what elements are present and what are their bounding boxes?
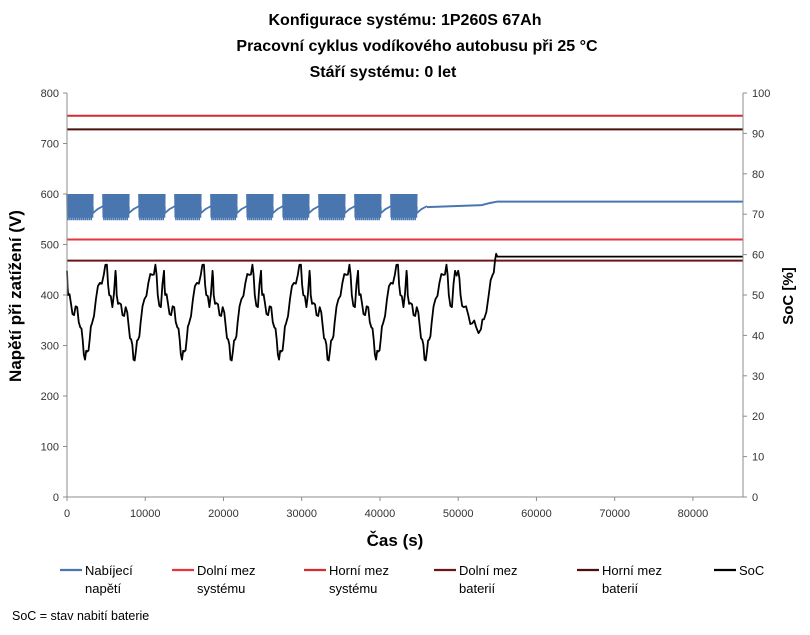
y-tick-label: 500 [41,240,59,252]
y2-tick-label: 30 [752,371,764,383]
title-line-1: Konfigurace systému: 1P260S 67Ah [269,12,542,29]
footnote: SoC = stav nabití baterie [12,609,149,623]
legend-label-line-1: Horní mez [602,563,662,578]
legend-label-line-1: Dolní mez [197,563,256,578]
y-axis-label: Napětí při zatížení (V) [6,210,25,382]
x-tick-label: 40000 [365,508,396,520]
legend-label-line-2: systému [329,581,377,596]
x-axis-label: Čas (s) [367,531,424,550]
y2-axis-label: SoC [%] [780,267,797,325]
legend-label-line-1: SoC [739,563,764,578]
voltage-rest [271,205,284,216]
legend-item: SoC [714,563,764,578]
legend: Nabíjecí napětí Dolní mez systému Horní mez s… [60,563,764,596]
legend-label-line-1: Horní mez [329,563,389,578]
voltage-band [246,193,274,221]
voltage-rest [343,205,356,216]
legend-item: Dolní mez systému [172,563,256,596]
voltage-band [174,193,202,221]
axes: 0100200300400500600700800010203040506070… [41,88,771,520]
y-tick-label: 800 [41,88,59,100]
legend-item: Horní mez systému [304,563,389,596]
y2-tick-label: 90 [752,128,764,140]
voltage-rest [127,205,140,216]
x-tick-label: 20000 [208,508,239,520]
y2-tick-label: 100 [752,88,770,100]
voltage-band [282,193,310,221]
voltage-band [102,193,130,221]
voltage-band [354,193,382,221]
series-nabíjecí-napětí [66,193,743,221]
voltage-band [390,193,418,221]
voltage-band [318,193,346,221]
legend-item: Horní mez baterií [577,563,662,596]
x-tick-label: 10000 [130,508,161,520]
voltage-rest [235,205,248,216]
legend-label-line-2: napětí [85,581,122,596]
plot-area [66,114,743,362]
y-tick-label: 300 [41,341,59,353]
voltage-tail [426,200,743,209]
series-soc [66,252,743,362]
legend-label-line-1: Nabíjecí [85,563,133,578]
y2-tick-label: 20 [752,411,764,423]
voltage-rest [163,205,176,216]
y2-tick-label: 60 [752,250,764,262]
legend-label-line-2: baterií [602,581,639,596]
voltage-rest [91,205,104,216]
y2-tick-label: 70 [752,209,764,221]
voltage-rest [415,205,428,216]
legend-label-line-1: Dolní mez [459,563,518,578]
y-tick-label: 700 [41,139,59,151]
title-line-2: Pracovní cyklus vodíkového autobusu při … [236,38,598,55]
voltage-band [138,193,166,221]
x-tick-label: 50000 [443,508,474,520]
y-tick-label: 400 [41,290,59,302]
y-tick-label: 0 [53,492,59,504]
chart-title: Konfigurace systému: 1P260S 67Ah Pracovn… [236,12,598,81]
x-tick-label: 0 [64,508,70,520]
voltage-rest [307,205,320,216]
x-tick-label: 60000 [521,508,552,520]
y2-tick-label: 0 [752,492,758,504]
x-tick-label: 30000 [286,508,317,520]
legend-label-line-2: systému [197,581,245,596]
soc-line [66,252,743,362]
voltage-rest [379,205,392,216]
voltage-band [210,193,238,221]
x-tick-label: 80000 [678,508,709,520]
x-tick-label: 70000 [599,508,630,520]
legend-label-line-2: baterií [459,581,496,596]
legend-item: Dolní mez baterií [434,563,518,596]
voltage-rest [199,205,212,216]
y2-tick-label: 50 [752,290,764,302]
y2-tick-label: 10 [752,452,764,464]
y2-tick-label: 80 [752,169,764,181]
y-tick-label: 600 [41,189,59,201]
title-line-3: Stáří systému: 0 let [310,64,457,81]
voltage-band [66,193,94,221]
y-tick-label: 100 [41,442,59,454]
y-tick-label: 200 [41,391,59,403]
legend-item: Nabíjecí napětí [60,563,133,596]
y2-tick-label: 40 [752,330,764,342]
